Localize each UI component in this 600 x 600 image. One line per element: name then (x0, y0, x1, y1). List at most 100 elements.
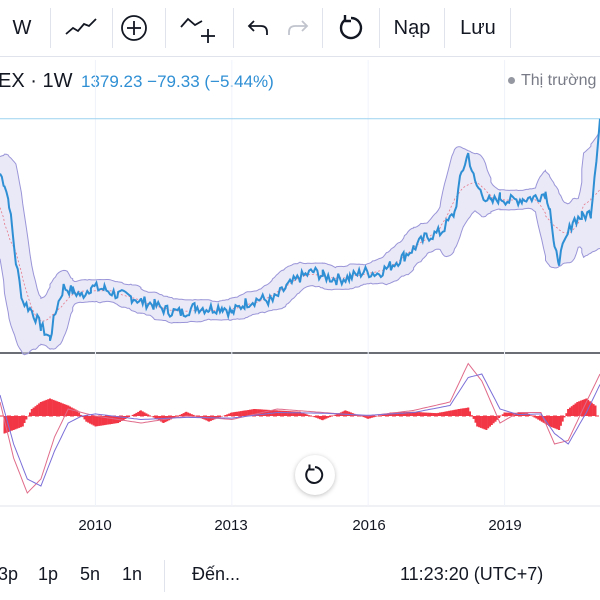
histogram-bar (572, 404, 575, 416)
histogram-bar (232, 412, 235, 416)
histogram-bar (439, 412, 441, 416)
histogram-bar (302, 413, 305, 416)
histogram-bar (444, 411, 447, 416)
clock-timezone[interactable]: 11:23:20 (UTC+7) (400, 564, 544, 584)
compare-button[interactable] (114, 0, 154, 56)
histogram-bar (59, 402, 62, 416)
goto-date-button[interactable]: Đến... (192, 564, 241, 584)
histogram-bar (510, 412, 513, 416)
histogram-bar (192, 414, 195, 416)
histogram-bar (478, 416, 481, 428)
macd-histogram (3, 398, 597, 434)
histogram-bar (226, 414, 229, 416)
histogram-bar (463, 408, 466, 416)
histogram-bar (38, 403, 41, 416)
histogram-bar (101, 416, 104, 426)
histogram-bar (348, 411, 351, 416)
toolbar-divider (233, 8, 234, 48)
histogram-bar (219, 416, 221, 418)
histogram-bar (367, 416, 370, 419)
histogram-bar (409, 411, 412, 416)
histogram-bar (336, 413, 339, 416)
histogram-bar (208, 416, 211, 422)
histogram-bar (83, 416, 86, 420)
histogram-bar (583, 399, 586, 416)
histogram-bar (539, 416, 541, 421)
histogram-bar (476, 416, 479, 427)
indicators-button[interactable] (174, 0, 222, 56)
histogram-bar (317, 416, 320, 419)
histogram-bar (453, 409, 456, 416)
histogram-bar (276, 410, 279, 416)
histogram-bar (574, 403, 577, 416)
histogram-bar (399, 412, 401, 416)
load-button[interactable]: Nạp (386, 0, 438, 56)
market-status: Thị trường (508, 72, 596, 90)
histogram-bar (85, 416, 88, 422)
interval-button[interactable]: W (0, 0, 44, 56)
histogram-bar (346, 411, 349, 416)
reset-icon (339, 15, 363, 40)
redo-button[interactable] (280, 0, 316, 56)
histogram-bar (537, 416, 540, 420)
histogram-bar (10, 416, 13, 431)
histogram-bar (45, 399, 48, 416)
histogram-bar (435, 413, 438, 416)
toolbar-divider (379, 8, 380, 48)
histogram-bar (487, 416, 490, 429)
histogram-bar (387, 413, 390, 416)
histogram-bar (98, 416, 101, 426)
histogram-bar (139, 410, 142, 416)
histogram-bar (292, 411, 295, 416)
histogram-bar (9, 416, 11, 432)
reset-chart-button[interactable] (295, 455, 335, 495)
histogram-bar (306, 414, 309, 416)
histogram-bar (120, 416, 123, 421)
histogram-bar (189, 413, 191, 416)
histogram-bar (99, 416, 102, 426)
histogram-bar (540, 416, 543, 422)
histogram-bar (262, 409, 265, 416)
time-axis-label: 2019 (488, 517, 522, 534)
histogram-bar (294, 411, 297, 416)
histogram-bar (114, 416, 117, 424)
histogram-bar (556, 416, 559, 430)
histogram-bar (533, 416, 536, 418)
histogram-bar (143, 412, 146, 416)
histogram-bar (249, 409, 251, 416)
range-3m-button[interactable]: 3p (0, 564, 19, 584)
histogram-bar (549, 416, 551, 427)
range-5d-button[interactable]: 5n (80, 564, 101, 584)
histogram-bar (19, 416, 22, 428)
chart-style-button[interactable] (56, 0, 106, 56)
range-1d-button[interactable]: 1p (38, 564, 59, 584)
status-dot-icon (508, 77, 515, 85)
symbol-interval[interactable]: EX · 1W (0, 70, 73, 92)
band-lower-line (0, 207, 600, 356)
histogram-bar (253, 409, 256, 416)
histogram-bar (58, 402, 61, 416)
histogram-bar (266, 409, 269, 416)
bottom-divider (164, 560, 165, 592)
range-1y-button[interactable]: 1n (122, 564, 143, 584)
histogram-bar (122, 416, 125, 420)
histogram-bar (54, 400, 57, 416)
histogram-bar (546, 416, 549, 425)
histogram-bar (461, 408, 464, 416)
histogram-bar (364, 416, 367, 418)
macd-line (0, 362, 600, 494)
histogram-bar (507, 412, 510, 416)
undo-button[interactable] (240, 0, 276, 56)
histogram-bar (416, 412, 419, 416)
histogram-bar (321, 416, 324, 421)
histogram-bar (65, 404, 68, 416)
histogram-bar (230, 412, 233, 416)
histogram-bar (110, 416, 113, 424)
reset-button[interactable] (332, 0, 370, 56)
toolbar-divider (112, 8, 113, 48)
histogram-bar (483, 416, 486, 430)
histogram-bar (296, 411, 299, 416)
histogram-bar (423, 412, 426, 416)
save-button[interactable]: Lưu (450, 0, 506, 56)
